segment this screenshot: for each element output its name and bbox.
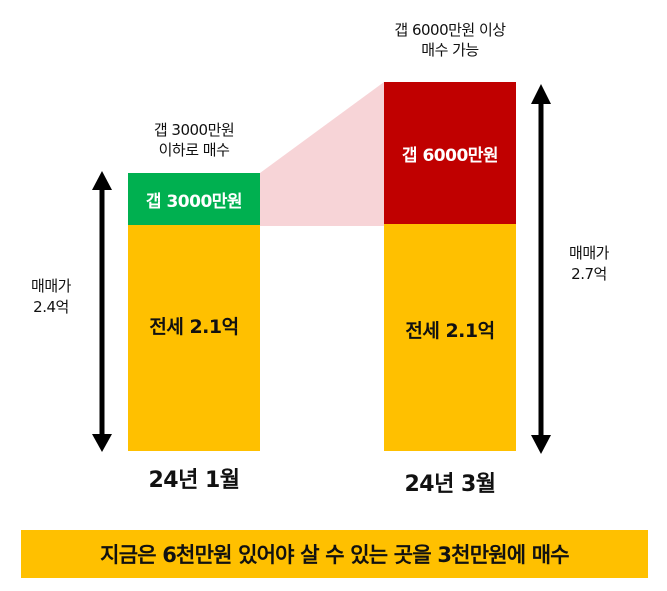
left-caption: 갭 3000만원 이하로 매수 [112, 120, 276, 160]
right-caption-line1: 갭 6000만원 이상 [394, 21, 506, 39]
right-jeonse-label: 전세 2.1억 [405, 319, 495, 342]
left-price-arrow [92, 171, 112, 452]
right-gap-bar [384, 82, 516, 224]
left-price-line1: 매매가 [31, 277, 71, 295]
footer-text: 지금은 6천만원 있어야 살 수 있는 곳을 3천만원에 매수 [100, 543, 569, 567]
left-gap-bar [128, 173, 260, 225]
right-gap-label: 갭 6000만원 [401, 145, 499, 166]
left-price-line2: 2.4억 [33, 298, 69, 316]
gap-expansion-connector [260, 82, 384, 226]
left-date-label: 24년 1월 [148, 468, 240, 493]
right-jeonse-bar [384, 224, 516, 451]
right-date-label: 24년 3월 [404, 472, 496, 497]
left-gap-label: 갭 3000만원 [145, 191, 243, 212]
right-price-line2: 2.7억 [571, 265, 607, 283]
left-caption-line1: 갭 3000만원 [153, 121, 235, 139]
left-price-label: 매매가 2.4억 [20, 276, 82, 318]
right-price-arrow [531, 84, 551, 454]
right-caption: 갭 6000만원 이상 매수 가능 [356, 20, 544, 60]
left-jeonse-label: 전세 2.1억 [149, 315, 239, 338]
left-caption-line2: 이하로 매수 [158, 141, 230, 159]
right-price-line1: 매매가 [569, 244, 609, 262]
right-caption-line2: 매수 가능 [421, 41, 479, 59]
right-price-label: 매매가 2.7억 [556, 243, 622, 285]
footer-banner: 지금은 6천만원 있어야 살 수 있는 곳을 3천만원에 매수 [21, 530, 648, 578]
left-jeonse-bar [128, 225, 260, 451]
